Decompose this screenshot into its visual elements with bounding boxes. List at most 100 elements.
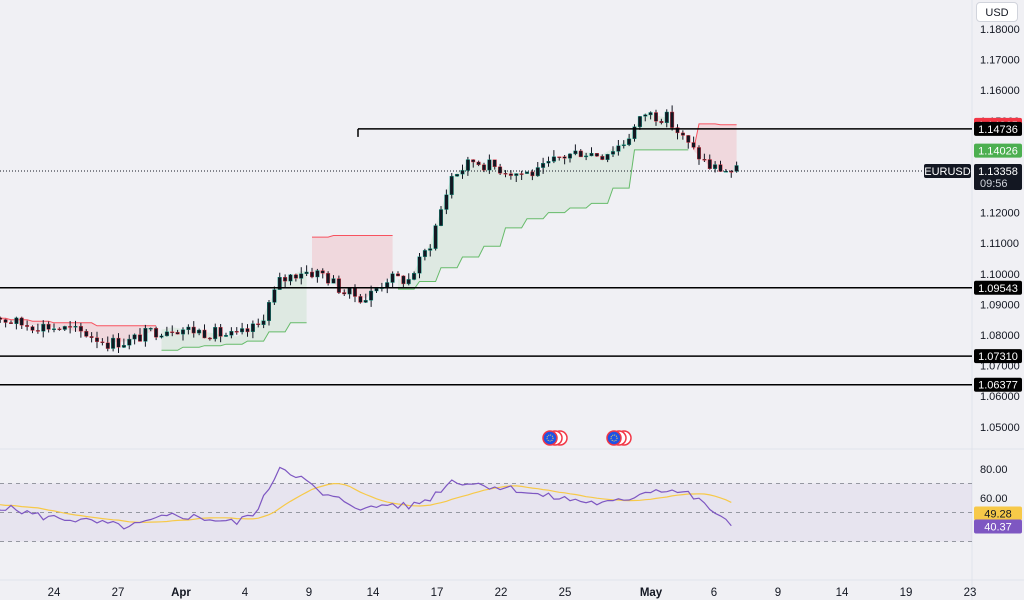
candle-body [417, 256, 422, 274]
horizontal-levels[interactable] [0, 128, 972, 386]
candle-body [702, 158, 707, 161]
rsi-tick-label: 80.00 [980, 464, 1008, 476]
candle-body [643, 114, 648, 117]
candle [465, 156, 470, 176]
candle-body [331, 278, 336, 284]
candle-body [503, 173, 508, 175]
price-label-tag[interactable] [974, 121, 1022, 136]
candle-body [256, 323, 261, 325]
candle-body [326, 273, 331, 284]
candle-body [498, 166, 503, 174]
time-tick-label: 9 [306, 587, 312, 599]
rsi-value-tag[interactable] [974, 519, 1022, 534]
candle-body [605, 154, 610, 160]
candle-body [0, 317, 3, 320]
candle-body [353, 287, 358, 297]
price-label-tag[interactable] [974, 280, 1022, 295]
candle-body [476, 161, 481, 165]
candle [546, 156, 551, 167]
candle-body [68, 326, 73, 328]
candle-body [159, 335, 164, 338]
rsi-value-tag[interactable] [974, 506, 1022, 521]
candle [482, 162, 487, 173]
time-tick-label: Apr [171, 587, 191, 599]
candle-body [584, 155, 589, 158]
candle [8, 320, 13, 324]
candle-body [600, 155, 605, 160]
candle [707, 154, 712, 170]
candle-body [713, 164, 718, 170]
price-tick-label: 1.18000 [980, 24, 1020, 36]
candle-body [347, 287, 352, 295]
candle-body [514, 173, 519, 176]
candle-body [664, 111, 669, 124]
price-tick-label: 1.10000 [980, 269, 1020, 281]
candle [46, 321, 51, 333]
candle [530, 169, 535, 181]
symbol-tag[interactable] [924, 164, 971, 178]
time-axis[interactable]: 24 27 Apr 4 9 14 17 22 25 May 6 9 14 19 23 [48, 587, 977, 599]
candle-body [19, 317, 24, 326]
candle [320, 268, 325, 279]
candle-body [449, 175, 454, 195]
economic-event-icon[interactable] [542, 430, 568, 446]
candle-body [648, 112, 653, 116]
event-markers[interactable] [542, 430, 632, 446]
candle [422, 248, 427, 261]
time-tick-label: 25 [559, 587, 572, 599]
candle [315, 268, 320, 283]
price-label-tag[interactable] [974, 143, 1022, 158]
candle-body [492, 159, 497, 167]
supertrend-up-fill [161, 270, 307, 351]
supertrend-up-line [398, 149, 689, 290]
price-axis[interactable]: 1.180001.170001.160001.150001.140001.130… [924, 24, 1022, 434]
candle-body [471, 159, 476, 163]
last-price-tag[interactable] [974, 164, 1022, 190]
price-label-tag[interactable] [974, 349, 1022, 364]
candle-body [41, 323, 46, 332]
candle [670, 105, 675, 131]
candle-body [401, 275, 406, 285]
candle-body [186, 326, 191, 330]
candle [14, 316, 19, 330]
candle-body [525, 171, 530, 174]
currency-button[interactable]: USD [976, 2, 1018, 22]
candle-body [299, 273, 304, 279]
candle [594, 152, 599, 157]
candle [121, 338, 126, 348]
price-tick-label: 1.09000 [980, 299, 1020, 311]
candle [52, 323, 57, 333]
candle-body [460, 170, 465, 175]
candle-body [627, 138, 632, 145]
candle-body [111, 337, 116, 349]
candle [514, 173, 519, 182]
candle-body [589, 152, 594, 157]
candle-body [697, 147, 702, 160]
candle-body [621, 144, 626, 146]
candle-body [62, 326, 67, 330]
candle [551, 150, 556, 164]
candle [154, 326, 159, 341]
candle-body [578, 150, 583, 158]
candle [207, 337, 212, 341]
candle-body [718, 164, 723, 172]
candle-body [594, 152, 599, 157]
symbol-tag-text: EURUSD [924, 166, 971, 178]
candle-body [180, 329, 185, 335]
candle [132, 333, 137, 345]
candle [455, 173, 460, 177]
candle-body [164, 331, 169, 337]
candle-body [508, 173, 513, 176]
economic-event-icon[interactable] [606, 430, 632, 446]
price-label-tag[interactable] [974, 377, 1022, 392]
candle [78, 322, 83, 338]
candle-body [562, 156, 567, 159]
supertrend-down-line [312, 235, 393, 238]
candle [143, 324, 148, 347]
candle [137, 328, 142, 342]
candle-body [557, 156, 562, 158]
rsi-value-text: 40.37 [984, 522, 1012, 534]
candle [25, 320, 30, 331]
